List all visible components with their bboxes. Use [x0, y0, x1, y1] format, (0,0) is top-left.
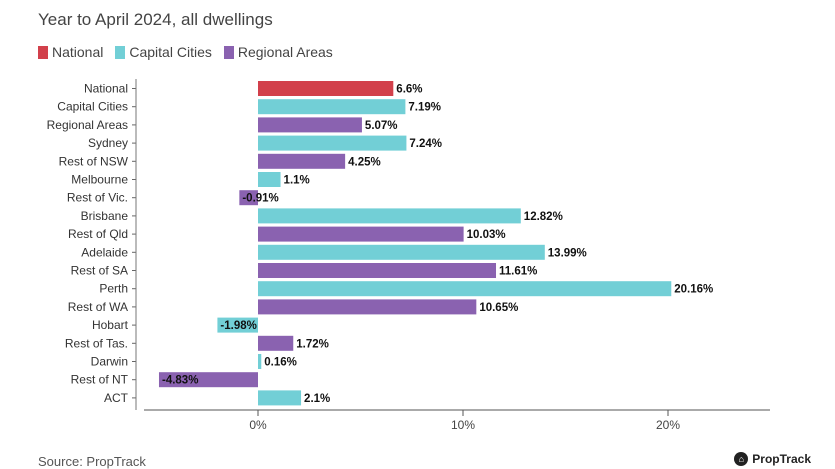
legend-label-national: National: [52, 44, 104, 60]
value-label-melbourne: 1.1%: [284, 175, 310, 187]
legend-item-national: National: [38, 44, 103, 60]
value-label-act: 2.1%: [304, 393, 330, 405]
bar-rest-of-tas: [258, 335, 294, 351]
value-label-rest-of-qld: 10.03%: [467, 229, 506, 241]
value-label-brisbane: 12.82%: [524, 211, 563, 223]
bar-perth: [258, 281, 672, 297]
value-label-national: 6.6%: [396, 84, 422, 96]
value-label-hobart: -1.98%: [220, 320, 256, 332]
bar-regional-areas: [258, 117, 362, 133]
value-label-capital-cities: 7.19%: [408, 102, 441, 114]
category-label-rest-of-nsw: Rest of NSW: [59, 154, 129, 168]
value-label-rest-of-nt: -4.83%: [162, 375, 198, 387]
value-label-perth: 20.16%: [674, 284, 713, 296]
category-label-rest-of-tas: Rest of Tas.: [65, 336, 128, 350]
bar-adelaide: [258, 244, 545, 260]
x-tick-label-0: 0%: [249, 418, 267, 432]
value-label-rest-of-wa: 10.65%: [479, 302, 518, 314]
category-label-national: National: [84, 82, 128, 96]
category-label-rest-of-qld: Rest of Qld: [68, 227, 128, 241]
category-label-brisbane: Brisbane: [81, 209, 129, 223]
value-label-rest-of-sa: 11.61%: [499, 266, 537, 278]
legend-label-regional-areas: Regional Areas: [237, 44, 333, 60]
bar-hobart: [217, 317, 258, 333]
proptrack-logo: ⌂ PropTrack: [734, 452, 811, 466]
category-label-regional-areas: Regional Areas: [47, 118, 128, 132]
category-label-act: ACT: [104, 391, 129, 405]
category-label-hobart: Hobart: [92, 318, 129, 332]
category-label-sydney: Sydney: [88, 136, 128, 150]
bar-rest-of-nt: [158, 372, 258, 388]
bar-melbourne: [258, 172, 281, 187]
category-label-darwin: Darwin: [91, 355, 128, 369]
category-label-melbourne: Melbourne: [71, 173, 128, 187]
bar-darwin: [258, 354, 262, 369]
bar-rest-of-vic: [239, 190, 258, 206]
legend-item-regional-areas: Regional Areas: [223, 44, 333, 60]
bar-national: [258, 81, 394, 96]
bar-act: [258, 390, 302, 406]
x-tick-label-20: 20%: [656, 418, 680, 432]
source-note: Source: PropTrack: [38, 454, 146, 469]
x-tick-label-10: 10%: [451, 418, 475, 432]
bar-brisbane: [258, 208, 521, 224]
legend-swatch-capital-cities: [115, 45, 126, 59]
value-label-sydney: 7.24%: [409, 138, 442, 150]
legend-item-capital-cities: Capital Cities: [115, 44, 212, 60]
value-label-adelaide: 13.99%: [548, 247, 587, 259]
value-label-regional-areas: 5.07%: [365, 120, 398, 132]
value-label-rest-of-vic: -0.91%: [242, 193, 278, 205]
bar-rest-of-qld: [258, 226, 464, 242]
logo-text: PropTrack: [752, 452, 811, 466]
legend-label-capital-cities: Capital Cities: [129, 44, 212, 60]
value-label-rest-of-nsw: 4.25%: [348, 156, 381, 168]
bar-rest-of-sa: [258, 263, 497, 278]
legend-swatch-national: [38, 45, 48, 59]
bar-sydney: [258, 135, 407, 151]
value-label-darwin: 0.16%: [264, 357, 297, 369]
category-label-rest-of-wa: Rest of WA: [68, 300, 128, 314]
category-label-perth: Perth: [99, 282, 128, 296]
legend: National Capital Cities Regional Areas: [38, 44, 333, 60]
value-label-rest-of-tas: 1.72%: [296, 338, 329, 350]
house-icon: ⌂: [734, 452, 749, 466]
bar-rest-of-wa: [258, 299, 477, 315]
chart-title: Year to April 2024, all dwellings: [38, 10, 273, 29]
category-label-rest-of-vic: Rest of Vic.: [67, 191, 128, 205]
legend-swatch-regional-areas: [223, 45, 234, 59]
category-label-rest-of-sa: Rest of SA: [71, 264, 128, 278]
category-label-rest-of-nt: Rest of NT: [71, 373, 129, 387]
category-label-capital-cities: Capital Cities: [57, 100, 128, 114]
bar-capital-cities: [258, 99, 406, 115]
category-label-adelaide: Adelaide: [81, 245, 128, 259]
bar-rest-of-nsw: [258, 153, 346, 169]
